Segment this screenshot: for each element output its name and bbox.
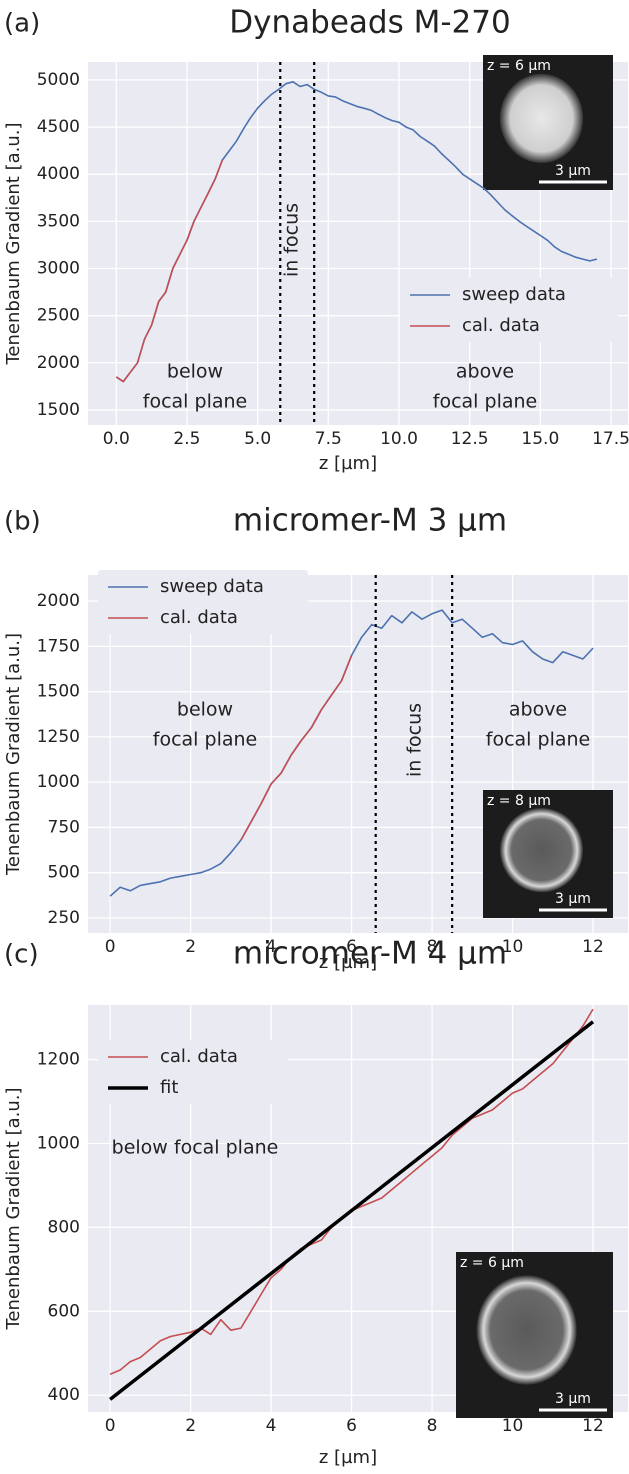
x-tick-label: 6 [346,937,357,957]
x-tick-label: 4 [266,1416,277,1436]
inset: z = 6 µm 3 µm [483,55,613,190]
x-tick-label: 5.0 [244,429,271,449]
chart-title: micromer-M 3 µm [233,503,507,539]
y-tick-label: 600 [48,1301,80,1321]
y-tick-label: 2000 [37,591,80,611]
chart-title: micromer-M 4 µm [233,936,507,972]
annotation: below [177,699,233,721]
annotation: in focus [281,203,303,277]
y-tick-label: 400 [48,1385,80,1405]
x-tick-label: 0 [105,1416,116,1436]
annotation: below [167,361,223,383]
data-line [109,1020,595,1401]
annotation: below focal plane [112,1137,279,1159]
annotation: above [509,699,567,721]
inset: z = 8 µm 3 µm [483,790,613,918]
y-tick-label: 5000 [37,70,80,90]
annotation: focal plane [153,729,257,751]
y-tick-label: 4000 [37,164,80,184]
x-tick-label: 4 [266,937,277,957]
x-tick-label: 12 [582,937,604,957]
y-axis-label: Tenenbaum Gradient [a.u.] [3,122,24,365]
panel-label: (c) [4,940,39,970]
y-axis-label: Tenenbaum Gradient [a.u.] [3,633,24,876]
annotation: above [456,361,514,383]
x-axis-label: z [µm] [319,453,377,474]
y-tick-label: 1750 [37,636,80,656]
scale-label: 3 µm [555,891,591,907]
y-tick-label: 3500 [37,211,80,231]
y-tick-label: 1250 [37,727,80,747]
x-tick-label: 12.5 [451,429,489,449]
y-tick-label: 4500 [37,117,80,137]
panel-label: (b) [4,507,41,537]
inset-particle [499,807,584,893]
x-tick-label: 6 [346,1416,357,1436]
y-tick-label: 2500 [37,306,80,326]
x-tick-label: 0.0 [103,429,130,449]
x-tick-label: 15.0 [521,429,559,449]
y-tick-label: 750 [48,817,80,837]
x-tick-label: 2.5 [173,429,200,449]
legend-label: sweep data [160,576,264,597]
x-tick-label: 8 [427,937,438,957]
y-tick-label: 500 [48,863,80,883]
x-tick-label: 2 [185,937,196,957]
y-tick-label: 1200 [37,1050,80,1070]
y-tick-label: 1500 [37,400,80,420]
inset-label: z = 8 µm [487,793,551,809]
chart-title: Dynabeads M-270 [229,5,510,41]
y-tick-label: 3000 [37,258,80,278]
legend-label: cal. data [160,607,238,628]
inset-label: z = 6 µm [487,58,551,74]
x-axis-label: z [µm] [319,1447,377,1468]
x-axis-label: z [µm] [319,952,377,973]
legend-label: cal. data [462,315,540,336]
y-axis-label: Tenenbaum Gradient [a.u.] [3,1087,24,1330]
inset: z = 6 µm 3 µm [456,1252,613,1418]
scale-label: 3 µm [555,163,591,179]
inset-label: z = 6 µm [460,1255,524,1271]
y-tick-label: 800 [48,1217,80,1237]
scale-label: 3 µm [555,1391,591,1407]
y-tick-label: 1000 [37,772,80,792]
data-line [240,655,353,841]
inset-particle [476,1275,577,1385]
x-tick-label: 0 [105,937,116,957]
legend-label: cal. data [160,1046,238,1067]
x-tick-label: 10 [502,1416,524,1436]
x-tick-label: 10.0 [380,429,418,449]
x-tick-label: 7.5 [315,429,342,449]
inset-particle [499,73,584,163]
x-tick-label: 10 [502,937,524,957]
annotation: focal plane [486,729,590,751]
y-tick-label: 1500 [37,682,80,702]
legend-label: sweep data [462,284,566,305]
x-tick-label: 2 [185,1416,196,1436]
annotation: in focus [404,703,426,777]
annotation: focal plane [433,391,537,413]
panel-label: (a) [4,9,40,39]
data-line [115,159,224,383]
y-tick-label: 2000 [37,353,80,373]
x-tick-label: 17.5 [592,429,629,449]
legend-box [400,278,618,342]
legend-label: fit [160,1077,178,1098]
y-tick-label: 1000 [37,1133,80,1153]
annotation: focal plane [143,391,247,413]
y-tick-label: 250 [48,908,80,928]
x-tick-label: 8 [427,1416,438,1436]
legend-box [98,570,308,634]
x-tick-label: 12 [582,1416,604,1436]
